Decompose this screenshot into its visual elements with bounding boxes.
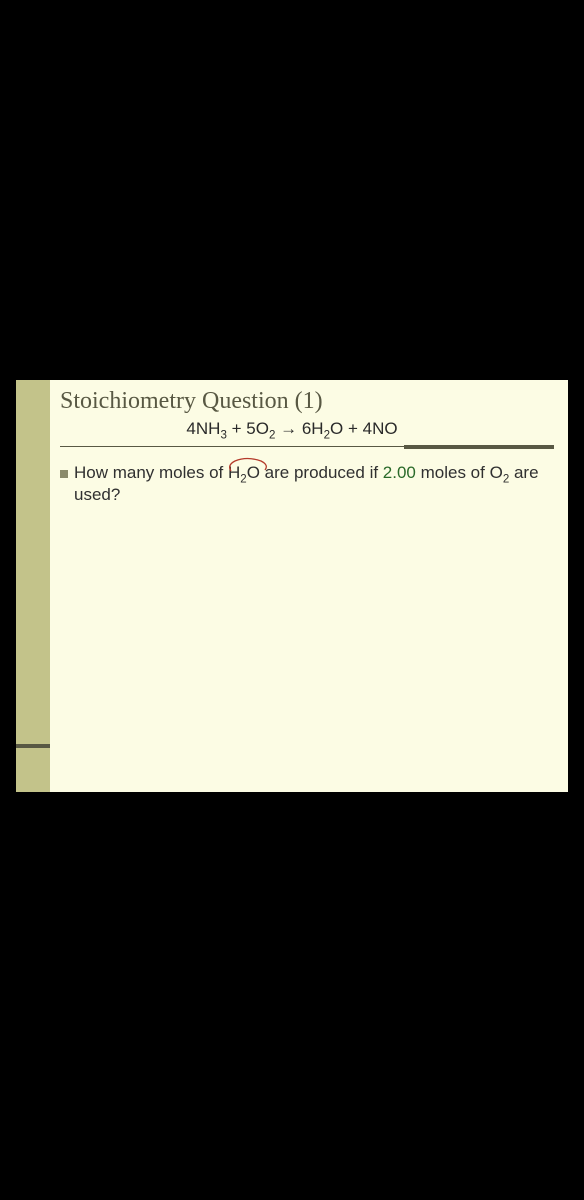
- slide-left-accent-notch: [16, 744, 50, 748]
- q-circled-a: H: [228, 463, 240, 482]
- eq-product-1b: O: [330, 419, 343, 438]
- chemical-equation: 4NH3 + 5O2 → 6H2O + 4NO: [30, 419, 554, 439]
- bullet-square-icon: [60, 470, 68, 478]
- slide-left-accent-bar: [16, 380, 50, 792]
- q-circled-b: O: [247, 463, 260, 482]
- eq-plus-2: +: [343, 419, 362, 438]
- bullet-item: How many moles of H2O are produced if 2.…: [60, 462, 554, 506]
- question-text: How many moles of H2O are produced if 2.…: [74, 462, 554, 506]
- circled-formula: H2O: [228, 463, 260, 482]
- slide-container: Stoichiometry Question (1) 4NH3 + 5O2 → …: [16, 380, 568, 792]
- eq-coef-4: 4: [363, 419, 372, 438]
- slide-title: Stoichiometry Question (1): [60, 388, 554, 415]
- eq-plus-1: +: [227, 419, 246, 438]
- eq-coef-3: 6: [302, 419, 311, 438]
- q-part-1: How many moles of: [74, 463, 228, 482]
- q-part-2: are produced if: [260, 463, 383, 482]
- eq-reactant-1: NH: [196, 419, 221, 438]
- slide: Stoichiometry Question (1) 4NH3 + 5O2 → …: [16, 380, 568, 792]
- eq-arrow: →: [275, 419, 301, 438]
- title-divider: [60, 445, 554, 448]
- q-part-3: moles of O: [416, 463, 503, 482]
- eq-product-2: NO: [372, 419, 398, 438]
- eq-coef-2: 5: [246, 419, 255, 438]
- eq-product-1a: H: [311, 419, 323, 438]
- slide-content: Stoichiometry Question (1) 4NH3 + 5O2 → …: [50, 380, 568, 792]
- q-value: 2.00: [383, 463, 416, 482]
- eq-coef-1: 4: [186, 419, 195, 438]
- eq-reactant-2: O: [256, 419, 269, 438]
- divider-bar: [404, 445, 554, 449]
